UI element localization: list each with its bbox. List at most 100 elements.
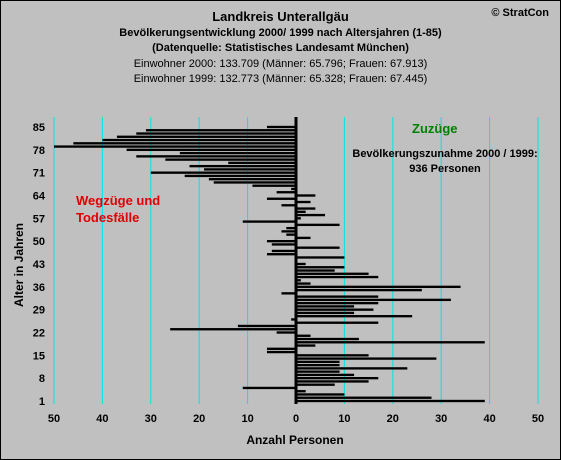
bar-age-69 xyxy=(208,178,296,181)
x-tick-label: 20 xyxy=(193,413,205,425)
bar-age-22 xyxy=(276,331,296,334)
bar-age-73 xyxy=(189,164,296,168)
bar-age-59 xyxy=(296,210,306,213)
y-tick-label: 50 xyxy=(33,236,45,248)
bar-age-85 xyxy=(266,125,296,129)
bar-age-15 xyxy=(296,354,369,357)
bar-age-51 xyxy=(296,236,311,240)
bar-age-11 xyxy=(296,367,408,370)
bar-age-54 xyxy=(286,226,296,230)
bar-age-19 xyxy=(296,341,485,344)
bar-age-67 xyxy=(252,184,296,187)
x-tick-label: 50 xyxy=(532,413,544,425)
bar-age-3 xyxy=(296,393,345,396)
bar-age-65 xyxy=(276,191,296,194)
bar-age-10 xyxy=(296,370,340,373)
bar-age-75 xyxy=(165,158,296,161)
x-tick-label: 40 xyxy=(96,413,108,425)
bar-age-56 xyxy=(242,220,296,223)
x-tick-label: 40 xyxy=(483,413,495,425)
y-tick-label: 85 xyxy=(33,122,45,134)
bar-age-79 xyxy=(54,145,296,148)
chart-title: Landkreis Unterallgäu xyxy=(212,9,349,24)
bar-age-49 xyxy=(271,243,296,246)
bar-age-6 xyxy=(296,383,335,386)
bar-age-38 xyxy=(296,279,301,282)
bar-age-13 xyxy=(296,360,340,364)
bar-age-35 xyxy=(296,288,422,292)
bar-age-16 xyxy=(266,350,296,354)
bar-age-48 xyxy=(296,246,340,249)
x-tick-label: 10 xyxy=(338,413,350,425)
bar-age-32 xyxy=(296,298,451,302)
y-tick-label: 1 xyxy=(39,396,45,408)
bar-age-12 xyxy=(296,363,340,367)
bar-age-72 xyxy=(204,168,296,171)
bar-age-45 xyxy=(296,256,345,259)
bar-age-43 xyxy=(296,262,306,266)
annotation-wegzuege-line2: Todesfälle xyxy=(76,210,140,225)
bar-age-55 xyxy=(296,223,340,227)
bar-age-20 xyxy=(296,337,359,341)
y-tick-label: 71 xyxy=(33,168,45,180)
bar-age-18 xyxy=(296,344,316,347)
y-tick-label: 22 xyxy=(33,328,45,340)
bar-age-46 xyxy=(266,253,296,256)
x-tick-label: 50 xyxy=(48,413,60,425)
bar-age-39 xyxy=(296,275,379,279)
x-tick-label: 30 xyxy=(435,413,447,425)
bar-age-53 xyxy=(281,230,296,233)
y-axis-label: Alter in Jahren xyxy=(12,222,26,308)
bar-age-82 xyxy=(116,135,296,138)
bar-age-64 xyxy=(296,194,316,197)
y-tick-label: 36 xyxy=(33,282,45,294)
copyright-label: © StratCon xyxy=(491,7,549,19)
bar-age-66 xyxy=(291,187,296,191)
bar-age-23 xyxy=(170,328,296,331)
bar-age-63 xyxy=(266,197,296,200)
bar-age-68 xyxy=(213,181,296,184)
bar-age-84 xyxy=(145,129,296,132)
bar-age-37 xyxy=(296,282,311,285)
data-source-note: (Datenquelle: Statistisches Landesamt Mü… xyxy=(152,42,409,54)
bar-age-24 xyxy=(237,324,296,328)
bar-age-78 xyxy=(126,148,296,152)
y-tick-label: 57 xyxy=(33,213,45,225)
annotation-population-increase: Bevölkerungszunahme 2000 / 1999: 936 Per… xyxy=(340,147,550,177)
annotation-zuzuege: Zuzüge xyxy=(412,121,458,136)
bar-age-9 xyxy=(296,373,355,377)
bar-age-29 xyxy=(296,308,374,311)
bar-age-80 xyxy=(73,142,296,145)
chart-subtitle: Bevölkerungsentwicklung 2000/ 1999 nach … xyxy=(119,27,442,39)
bar-age-17 xyxy=(266,347,296,350)
x-axis-label: Anzahl Personen xyxy=(246,433,344,447)
y-tick-label: 15 xyxy=(33,350,45,362)
bar-age-5 xyxy=(242,386,296,390)
bar-age-77 xyxy=(179,151,296,155)
y-tick-label: 64 xyxy=(33,191,46,203)
bar-age-21 xyxy=(296,334,311,337)
annotation-increase-line1: Bevölkerungszunahme 2000 / 1999: xyxy=(352,148,538,160)
y-tick-label: 29 xyxy=(33,305,45,317)
bar-age-25 xyxy=(296,321,379,324)
bar-age-83 xyxy=(136,132,296,135)
y-tick-label: 78 xyxy=(33,145,45,157)
bar-age-76 xyxy=(136,155,296,158)
bar-age-50 xyxy=(266,239,296,243)
x-tick-label: 20 xyxy=(387,413,399,425)
bar-age-62 xyxy=(296,200,311,204)
y-tick-label: 8 xyxy=(39,373,45,385)
x-tick-label: 30 xyxy=(145,413,157,425)
x-tick-label: 0 xyxy=(293,413,299,425)
population-1999-line: Einwohner 1999: 132.773 (Männer: 65.328;… xyxy=(133,73,428,85)
bar-age-71 xyxy=(150,171,296,174)
bar-age-60 xyxy=(296,207,316,210)
bar-age-74 xyxy=(228,161,296,165)
bar-age-30 xyxy=(296,305,355,308)
bar-age-52 xyxy=(286,233,296,236)
bar-age-41 xyxy=(296,269,335,272)
bar-age-40 xyxy=(296,272,369,275)
x-tick-label: 10 xyxy=(241,413,253,425)
